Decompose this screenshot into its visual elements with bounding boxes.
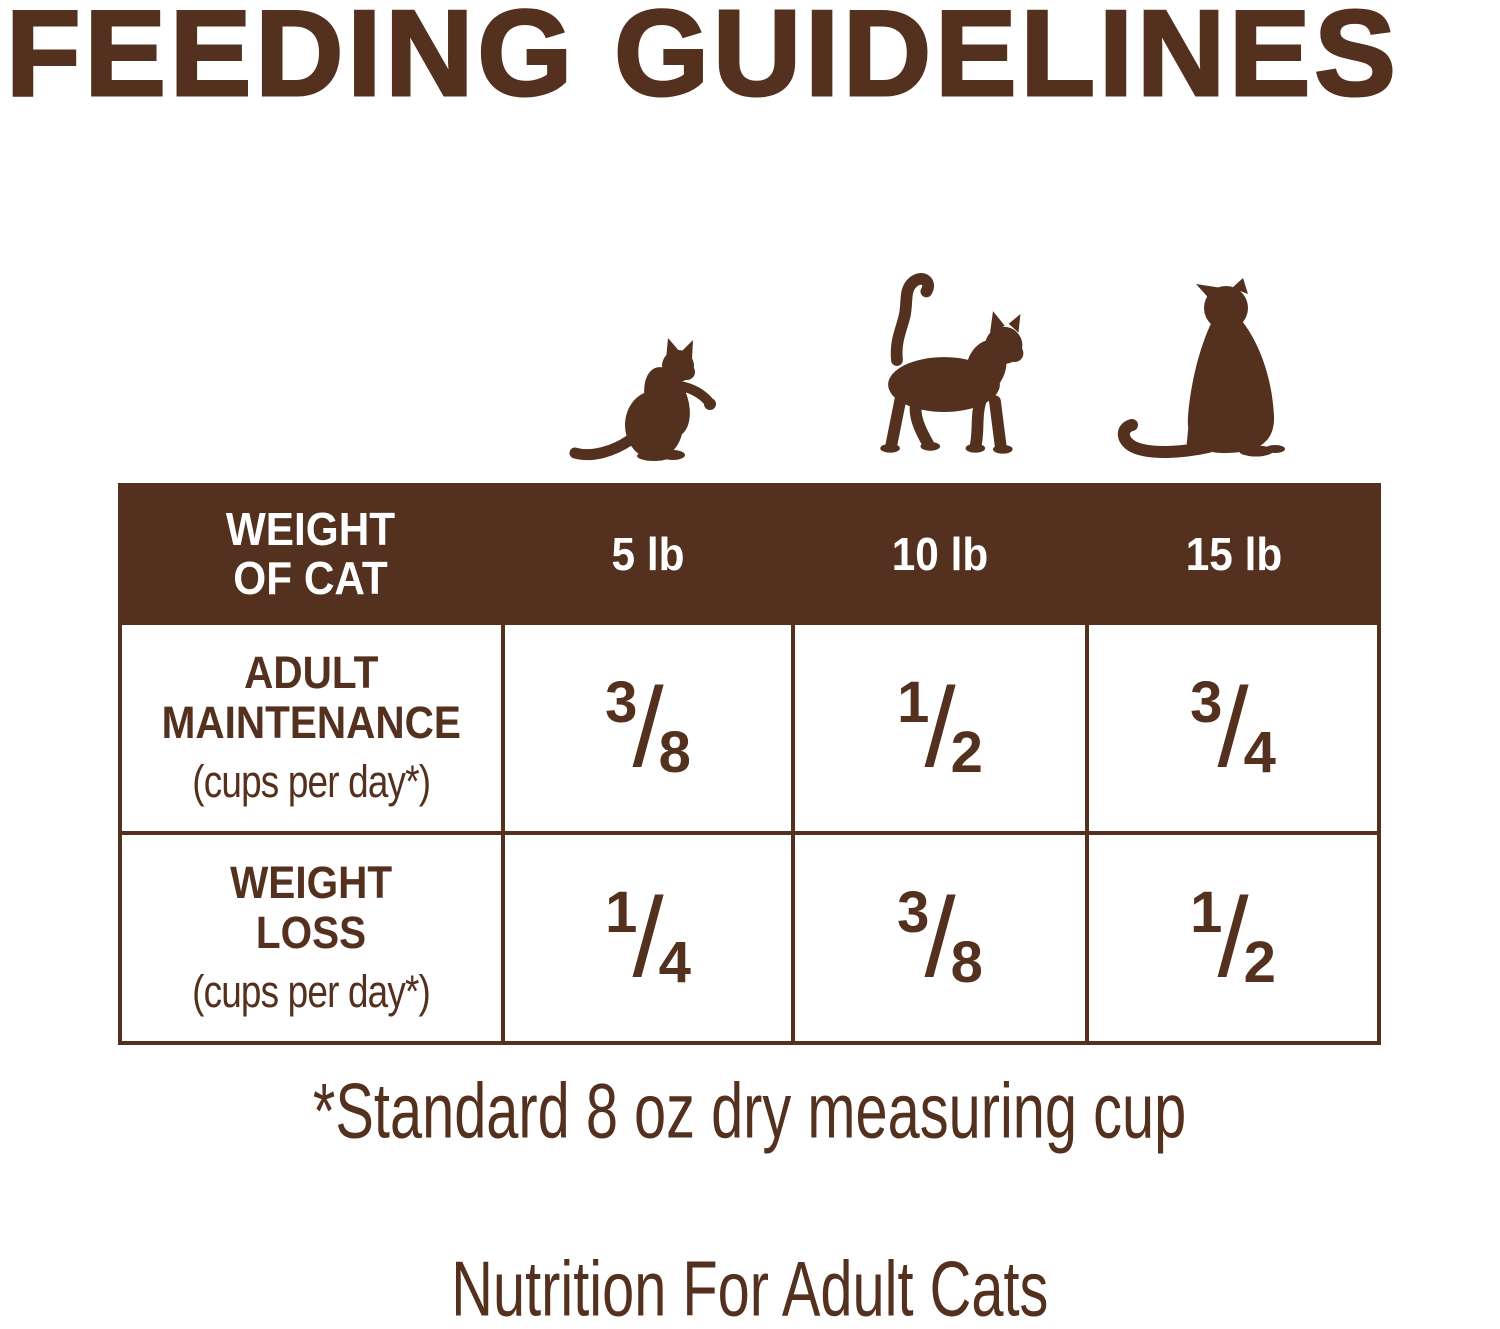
fraction-denominator: 8 [950,930,983,995]
sitting-cat-icon [1108,276,1308,461]
small-cat-icon [566,322,766,462]
header-weight-of-cat: WEIGHT OF CAT [225,503,396,604]
fraction-slash: / [1217,665,1249,790]
header-10lb: 10 lb [891,527,989,580]
fraction-denominator: 8 [658,720,691,785]
fraction-denominator: 2 [950,720,983,785]
page-title: FEEDING GUIDELINES [5,0,1400,123]
value-weight-loss-10lb: 3/8 [795,835,1085,1041]
fraction-slash: / [632,875,664,1000]
table-body: ADULT MAINTENANCE (cups per day*) 3/8 1/… [118,625,1381,1045]
nutrition-for-adult-cats-text: Nutrition For Adult Cats [451,1246,1049,1329]
row-subtitle: (cups per day*) [192,966,432,1018]
table-header-row: WEIGHT OF CAT 5 lb 10 lb 15 lb [118,483,1381,625]
feeding-table: WEIGHT OF CAT 5 lb 10 lb 15 lb ADULT MAI… [118,483,1381,1045]
row-label-adult-maintenance: ADULT MAINTENANCE (cups per day*) [122,625,501,831]
fraction-numerator: 3 [1190,670,1223,735]
header-15lb: 15 lb [1185,527,1283,580]
row-label-weight-loss: WEIGHT LOSS (cups per day*) [122,835,501,1041]
fraction-denominator: 2 [1243,930,1276,995]
fraction-slash: / [1217,875,1249,1000]
value-weight-loss-5lb: 1/4 [505,835,791,1041]
value-adult-maintenance-10lb: 1/2 [795,625,1085,831]
header-5lb: 5 lb [611,527,685,580]
row-title: ADULT MAINTENANCE [161,646,462,748]
row-title: WEIGHT LOSS [230,856,393,958]
fraction-denominator: 4 [658,930,691,995]
fraction-slash: / [632,665,664,790]
walking-cat-icon [846,267,1042,460]
fraction-numerator: 1 [605,880,638,945]
row-subtitle: (cups per day*) [192,756,432,808]
fraction-slash: / [924,665,956,790]
fraction-numerator: 3 [897,880,930,945]
measuring-cup-footnote: *Standard 8 oz dry measuring cup [313,1068,1187,1155]
fraction-numerator: 1 [897,670,930,735]
fraction-slash: / [924,875,956,1000]
value-adult-maintenance-15lb: 3/4 [1089,625,1377,831]
fraction-denominator: 4 [1243,720,1276,785]
fraction-numerator: 1 [1190,880,1223,945]
fraction-numerator: 3 [605,670,638,735]
value-adult-maintenance-5lb: 3/8 [505,625,791,831]
value-weight-loss-15lb: 1/2 [1089,835,1377,1041]
